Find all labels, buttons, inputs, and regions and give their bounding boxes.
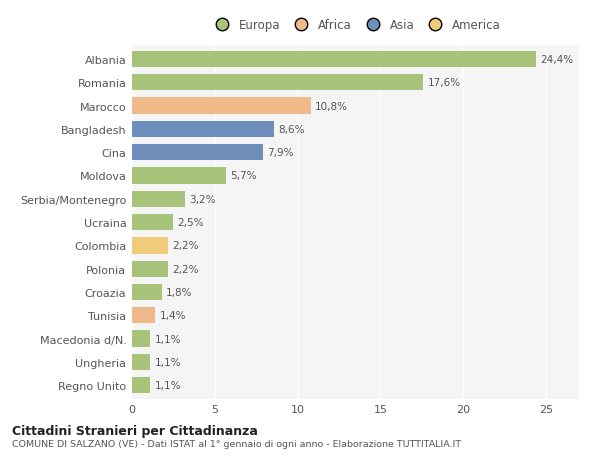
Text: 5,7%: 5,7% — [230, 171, 257, 181]
Text: 2,2%: 2,2% — [173, 241, 199, 251]
Bar — [132, 308, 155, 324]
Bar — [132, 354, 150, 370]
Bar — [132, 168, 226, 184]
Text: Cittadini Stranieri per Cittadinanza: Cittadini Stranieri per Cittadinanza — [12, 424, 258, 437]
Bar — [132, 98, 311, 114]
Bar — [132, 284, 162, 301]
Bar — [132, 377, 150, 393]
Bar — [132, 52, 536, 68]
Text: 8,6%: 8,6% — [278, 124, 305, 134]
Bar — [132, 145, 263, 161]
Bar — [132, 75, 424, 91]
Text: 24,4%: 24,4% — [540, 55, 573, 65]
Bar — [132, 191, 185, 207]
Text: COMUNE DI SALZANO (VE) - Dati ISTAT al 1° gennaio di ogni anno - Elaborazione TU: COMUNE DI SALZANO (VE) - Dati ISTAT al 1… — [12, 439, 461, 448]
Bar — [132, 214, 173, 231]
Text: 1,1%: 1,1% — [154, 334, 181, 344]
Text: 7,9%: 7,9% — [267, 148, 293, 158]
Text: 1,1%: 1,1% — [154, 357, 181, 367]
Bar — [132, 122, 274, 138]
Bar — [132, 238, 169, 254]
Bar — [132, 331, 150, 347]
Text: 1,8%: 1,8% — [166, 287, 193, 297]
Text: 2,5%: 2,5% — [178, 218, 204, 228]
Text: 17,6%: 17,6% — [428, 78, 461, 88]
Text: 10,8%: 10,8% — [315, 101, 348, 112]
Text: 1,4%: 1,4% — [160, 311, 186, 321]
Text: 1,1%: 1,1% — [154, 381, 181, 390]
Text: 2,2%: 2,2% — [173, 264, 199, 274]
Bar — [132, 261, 169, 277]
Legend: Europa, Africa, Asia, America: Europa, Africa, Asia, America — [208, 17, 503, 34]
Text: 3,2%: 3,2% — [189, 194, 215, 204]
